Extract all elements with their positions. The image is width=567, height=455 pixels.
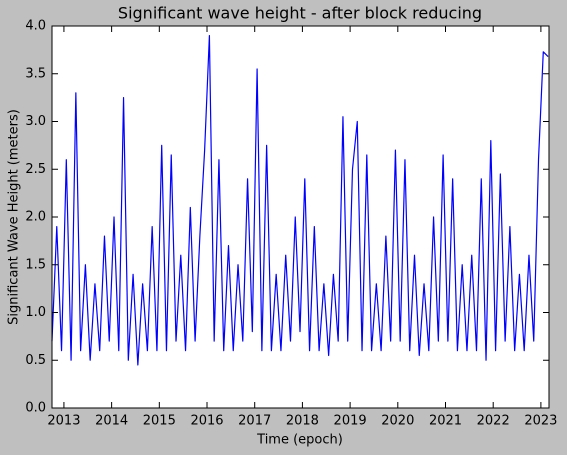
data-line bbox=[51, 34, 549, 366]
x-tick-label: 2013 bbox=[47, 414, 80, 429]
y-tick-label: 0.0 bbox=[25, 401, 46, 416]
y-axis-label: Significant Wave Height (meters) bbox=[7, 109, 22, 325]
x-axis-label: Time (epoch) bbox=[256, 433, 343, 448]
x-tick-label: 2021 bbox=[429, 414, 462, 429]
y-tick-label: 4.0 bbox=[25, 19, 46, 34]
y-tick-label: 3.0 bbox=[25, 114, 46, 129]
y-tick-label: 1.0 bbox=[25, 305, 46, 320]
y-tick-label: 0.5 bbox=[25, 353, 46, 368]
y-tick-label: 2.0 bbox=[25, 210, 46, 225]
y-tick-label: 3.5 bbox=[25, 66, 46, 81]
x-tick-label: 2022 bbox=[477, 414, 510, 429]
x-tick-label: 2016 bbox=[190, 414, 223, 429]
plot-area bbox=[52, 26, 549, 408]
y-tick-label: 2.5 bbox=[25, 162, 46, 177]
x-tick-label: 2014 bbox=[95, 414, 128, 429]
x-tick-label: 2020 bbox=[381, 414, 414, 429]
chart-title: Significant wave height - after block re… bbox=[118, 4, 482, 23]
x-tick-label: 2018 bbox=[286, 414, 319, 429]
x-tick-label: 2019 bbox=[334, 414, 367, 429]
x-tick-label: 2015 bbox=[143, 414, 176, 429]
marks bbox=[51, 34, 549, 366]
x-tick-label: 2023 bbox=[524, 414, 557, 429]
y-tick-label: 1.5 bbox=[25, 257, 46, 272]
x-tick-label: 2017 bbox=[238, 414, 271, 429]
